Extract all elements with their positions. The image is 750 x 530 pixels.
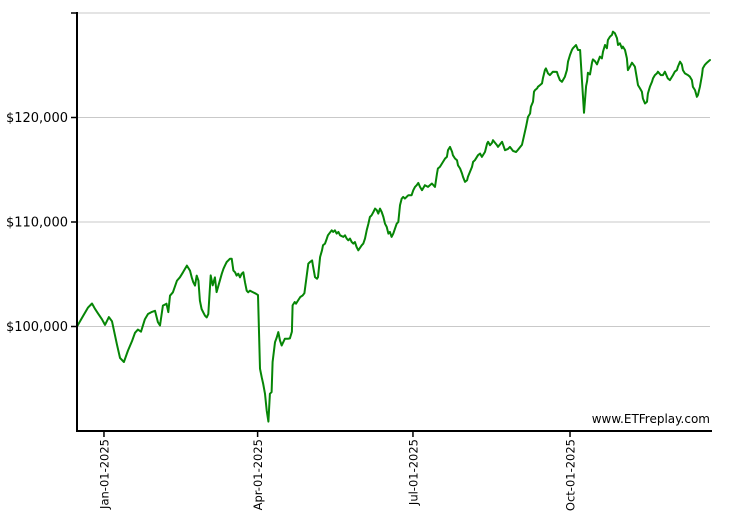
series-layer	[76, 30, 711, 423]
y-tick-label: $120,000	[6, 111, 68, 126]
watermark-url: www.ETFreplay.com	[592, 412, 710, 426]
y-tick-label: $110,000	[6, 216, 68, 231]
axes-layer	[71, 12, 712, 437]
x-tick-label: Apr-01-2025	[251, 439, 265, 510]
x-tick-label: Jan-01-2025	[97, 439, 111, 510]
x-tick-label: Oct-01-2025	[564, 439, 578, 511]
portfolio-growth-equity-curve	[76, 30, 711, 423]
axis-labels-layer: $100,000 $110,000 $120,000 Jan-01-2025 Apr-0…	[6, 111, 578, 511]
x-tick-label: Jul-01-2025	[406, 439, 420, 506]
y-tick-label: $100,000	[6, 320, 68, 335]
gridlines-layer	[77, 12, 710, 327]
